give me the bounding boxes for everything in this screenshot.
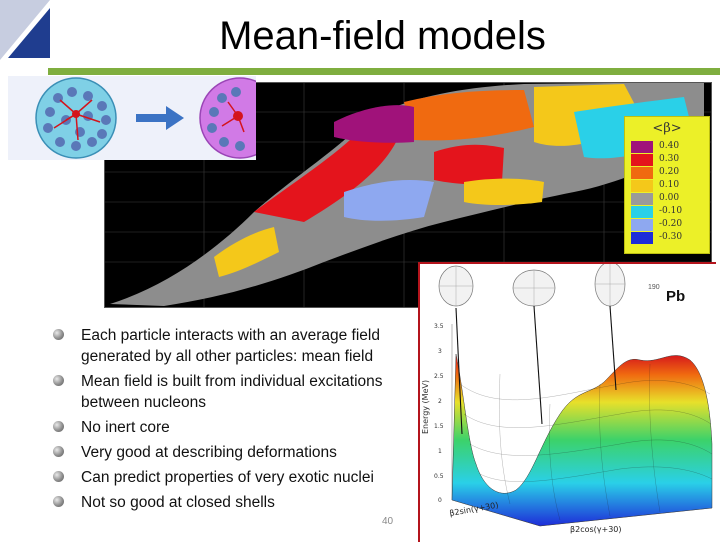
legend-swatch (631, 167, 653, 179)
z-tick-label: 1 (438, 448, 442, 455)
bullet-text: Can predict properties of very exotic nu… (81, 469, 374, 486)
legend-label: 0.00 (659, 193, 680, 203)
bullet-item: Can predict properties of very exotic nu… (50, 467, 410, 488)
z-tick-label: 3.5 (434, 323, 444, 330)
legend-entry: 0.00 (631, 193, 707, 205)
legend-swatch (631, 219, 653, 231)
legend-swatch (631, 232, 653, 244)
mean-field-schematic (8, 76, 256, 160)
legend-entry: 0.40 (631, 141, 707, 153)
slide-title: Mean-field models (219, 14, 546, 58)
z-tick-label: 2 (438, 398, 442, 405)
bullet-icon (53, 446, 64, 457)
bullet-icon (53, 471, 64, 482)
legend-label: -0.20 (659, 219, 683, 229)
legend-entry: -0.10 (631, 206, 707, 218)
bullet-text: Not so good at closed shells (81, 494, 275, 511)
legend-label: 0.20 (659, 167, 680, 177)
legend-entry: -0.30 (631, 232, 707, 244)
legend-swatch (631, 154, 653, 166)
z-tick-label: 2.5 (434, 373, 444, 380)
legend-entry: 0.10 (631, 180, 707, 192)
legend-label: -0.10 (659, 206, 683, 216)
bullet-item: No inert core (50, 417, 410, 438)
title-rule (48, 68, 720, 75)
deformation-legend: <β> 0.40 0.30 0.20 0.10 0.00 -0.10 -0.20… (624, 116, 710, 254)
bullet-icon (53, 375, 64, 386)
legend-label: 0.10 (659, 180, 680, 190)
z-tick-label: 3 (438, 348, 442, 355)
z-tick-label: 0 (438, 497, 442, 504)
bullet-text: Mean field is built from individual exci… (81, 373, 383, 411)
legend-label: -0.30 (659, 232, 683, 242)
legend-entry: 0.20 (631, 167, 707, 179)
x-axis-label-right: β2cos(γ+30) (570, 525, 622, 534)
corner-decoration (0, 0, 50, 60)
nucleus-label: Pb (666, 288, 686, 305)
z-tick-label: 0.5 (434, 473, 444, 480)
slide-number: 40 (382, 516, 394, 527)
legend-swatch (631, 180, 653, 192)
legend-swatch (631, 141, 653, 153)
energy-surface-plot: 0 0.5 1 1.5 2 2.5 3 3.5 Energy (MeV) (421, 261, 713, 534)
bullet-icon (53, 496, 64, 507)
legend-entry: -0.20 (631, 219, 707, 231)
bullet-text: Very good at describing deformations (81, 444, 337, 461)
bullet-text: No inert core (81, 419, 170, 436)
legend-swatch (631, 206, 653, 218)
bullet-item: Very good at describing deformations (50, 442, 410, 463)
bullet-icon (53, 421, 64, 432)
legend-label: 0.40 (659, 141, 680, 151)
bullet-icon (53, 329, 64, 340)
bullet-list: Each particle interacts with an average … (50, 325, 410, 517)
bullet-text: Each particle interacts with an average … (81, 327, 380, 365)
z-axis-label: Energy (MeV) (421, 380, 430, 434)
legend-title: <β> (652, 121, 682, 136)
bullet-item: Each particle interacts with an average … (50, 325, 410, 367)
legend-label: 0.30 (659, 154, 680, 164)
mass-number: 190 (648, 284, 660, 291)
bullet-item: Not so good at closed shells (50, 492, 410, 513)
legend-entry: 0.30 (631, 154, 707, 166)
z-tick-label: 1.5 (434, 423, 444, 430)
bullet-item: Mean field is built from individual exci… (50, 371, 410, 413)
legend-swatch (631, 193, 653, 205)
nuclear-shape-icons (438, 261, 626, 307)
energy-surface-inset: 0 0.5 1 1.5 2 2.5 3 3.5 Energy (MeV) (418, 261, 716, 542)
